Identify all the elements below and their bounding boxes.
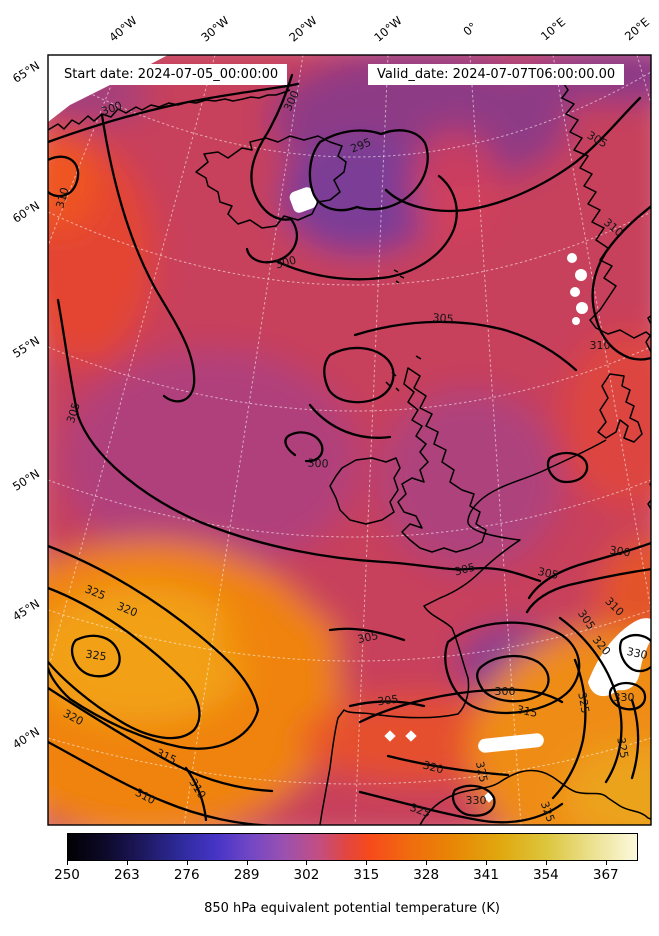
greenland-coast <box>48 89 291 131</box>
pyrenees-white <box>478 733 544 753</box>
contour-label: 320 <box>421 759 445 777</box>
colorbar-tick-label: 289 <box>233 867 260 883</box>
colorbar-tick-mark <box>67 861 68 865</box>
colorbar-tick-label: 341 <box>473 867 499 883</box>
iceland-glacier <box>289 187 317 213</box>
colorbar-tick-label: 263 <box>113 867 140 883</box>
colorbar-caption: 850 hPa equivalent potential temperature… <box>204 901 500 916</box>
colorbar-tick-mark <box>486 861 488 865</box>
contour-label: 310 <box>590 339 611 352</box>
baltic-coast <box>645 314 651 511</box>
contour-label: 330 <box>625 645 648 662</box>
scottish-isles <box>385 355 422 392</box>
contour-label: 300 <box>609 544 632 560</box>
coastlines <box>48 77 651 825</box>
colorbar-tick-mark <box>186 861 188 865</box>
continental-coast <box>319 439 607 825</box>
colorbar-tick-mark <box>126 861 128 865</box>
contour-lines <box>48 73 651 825</box>
colorbar-tick-mark <box>426 861 428 865</box>
colorbar-tick-label: 250 <box>54 867 80 883</box>
colorbar-gradient <box>67 833 638 861</box>
contour-label: 310 <box>54 186 72 210</box>
contour-label: 305 <box>64 401 83 425</box>
contour-label: 300 <box>495 685 516 698</box>
contour-label: 300 <box>307 456 329 470</box>
norway-coast <box>559 77 651 339</box>
map-frame <box>47 54 652 826</box>
alps-white <box>588 618 651 697</box>
graticule <box>48 55 651 825</box>
start-date-label: Start date: 2024-07-05_00:00:00 <box>55 64 288 85</box>
contour-label: 305 <box>432 311 454 326</box>
contour-label: 305 <box>536 565 559 582</box>
contour-label: 325 <box>614 736 630 759</box>
mediterranean-coast <box>419 769 651 825</box>
denmark-coast <box>597 373 643 443</box>
contour-label: 325 <box>575 691 591 714</box>
colorbar-tick-mark <box>605 861 607 865</box>
contour-label: 305 <box>356 629 379 646</box>
colorbar-tick-label: 354 <box>533 867 559 883</box>
colorbar-tick-label: 302 <box>293 867 320 883</box>
colorbar-tick-label: 367 <box>592 867 619 883</box>
faroe-islands <box>393 269 405 284</box>
colorbar-tick-label: 276 <box>173 867 200 883</box>
contour-label: 325 <box>473 760 490 783</box>
contour-label: 325 <box>85 648 108 664</box>
contour-label: 300 <box>274 254 298 272</box>
valid-date-label: Valid_date: 2024-07-07T06:00:00.00 <box>368 64 625 85</box>
contour-label: 305 <box>377 693 400 709</box>
contour-label: 315 <box>515 703 538 720</box>
contour-label: 330 <box>614 691 635 704</box>
colorbar-tick-mark <box>246 861 248 865</box>
colorbar-tick-mark <box>306 861 308 865</box>
colorbar-tick-label: 315 <box>353 867 380 883</box>
iceland-coast <box>195 135 347 229</box>
colorbar-tick-mark <box>545 861 547 865</box>
great-britain-coast <box>397 367 487 553</box>
colorbar-tick-label: 328 <box>413 867 440 883</box>
colorbar-tick-mark <box>366 861 368 865</box>
contour-label: 330 <box>466 794 487 807</box>
contour-label: 305 <box>453 561 477 579</box>
ireland-coast <box>329 457 401 525</box>
